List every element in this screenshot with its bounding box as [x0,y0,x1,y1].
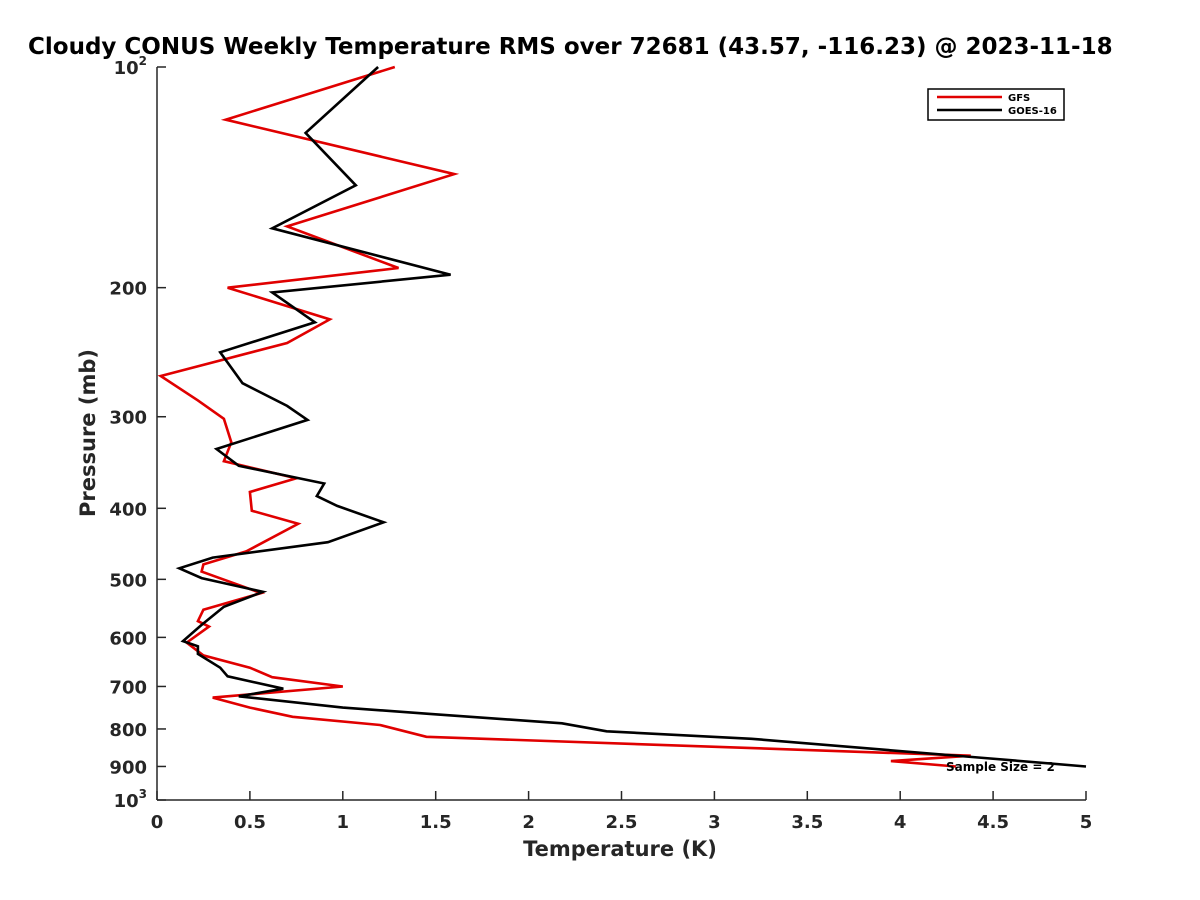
y-tick-exponent: 3 [139,787,147,801]
y-tick-label: 400 [109,499,147,520]
plot-axes: 0 0.5 1 1.5 2 2.5 3 3.5 4 4.5 51022003004005006007… [109,54,1092,833]
y-tick-label: 102 [114,54,147,79]
y-tick-base: 10 [114,791,139,812]
y-axis-title: Pressure (mb) [76,349,100,517]
x-tick-label: 1.5 [420,812,452,833]
y-tick-label: 200 [109,279,147,300]
series-line-goes16 [175,66,1087,768]
x-tick-label: 0 [151,812,164,833]
x-tick-label: 3.5 [791,812,823,833]
y-tick-label: 900 [109,757,147,778]
y-tick-label: 500 [109,570,147,591]
y-tick-exponent: 2 [139,54,147,68]
x-tick-label: 2 [522,812,535,833]
x-tick-label: 4 [894,812,907,833]
x-tick-label: 4.5 [977,812,1009,833]
series-layer [157,65,1087,768]
sample-size-annotation: Sample Size = 2 [946,760,1055,774]
x-tick-label: 0.5 [234,812,266,833]
y-tick-label: 300 [109,408,147,429]
y-tick-label: 800 [109,720,147,741]
x-tick-label: 1 [337,812,350,833]
y-tick-label: 103 [114,787,147,812]
legend: GFS GOES-16 [927,88,1065,121]
y-tick-base: 10 [114,58,139,79]
x-axis-title: Temperature (K) [523,837,717,861]
x-tick-label: 5 [1080,812,1093,833]
legend-label-gfs: GFS [1008,93,1030,104]
series-line-gfs [157,65,971,768]
legend-label-goes16: GOES-16 [1008,106,1057,117]
x-tick-label: 3 [708,812,721,833]
x-tick-label: 2.5 [606,812,638,833]
chart-title: Cloudy CONUS Weekly Temperature RMS over… [28,34,1113,60]
legend-box [927,88,1065,121]
y-tick-label: 700 [109,677,147,698]
y-tick-label: 600 [109,628,147,649]
